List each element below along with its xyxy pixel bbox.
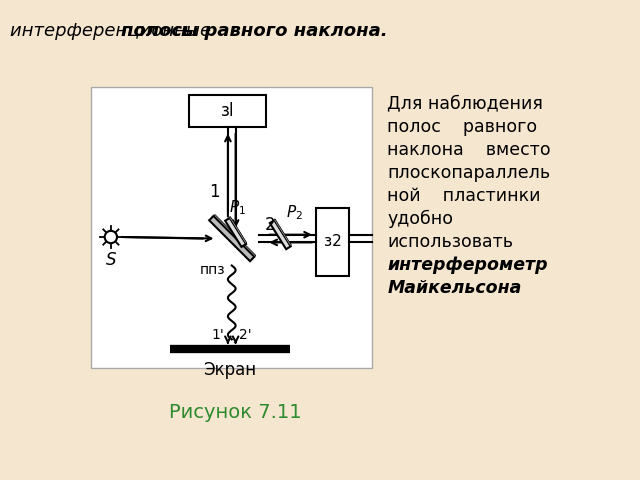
- Text: Для наблюдения: Для наблюдения: [387, 95, 543, 113]
- Text: 2': 2': [239, 328, 252, 342]
- Text: Экран: Экран: [204, 361, 257, 379]
- Text: 1': 1': [211, 328, 224, 342]
- Polygon shape: [214, 215, 256, 256]
- Polygon shape: [225, 218, 246, 247]
- Polygon shape: [270, 220, 291, 249]
- Text: полосы равного наклона.: полосы равного наклона.: [121, 22, 387, 40]
- Text: Майкельсона: Майкельсона: [387, 279, 522, 297]
- Text: ппз: ппз: [200, 263, 225, 277]
- Bar: [316, 208, 349, 276]
- Text: удобно: удобно: [387, 210, 453, 228]
- Polygon shape: [229, 216, 247, 243]
- Text: ной    пластинки: ной пластинки: [387, 187, 541, 205]
- Text: плоскопараллель: плоскопараллель: [387, 164, 550, 182]
- Text: 1: 1: [209, 183, 220, 201]
- Text: полос    равного: полос равного: [387, 118, 538, 136]
- Text: з2: з2: [324, 234, 342, 249]
- Polygon shape: [209, 216, 254, 261]
- Polygon shape: [274, 219, 291, 246]
- Text: интерференционные: интерференционные: [10, 22, 217, 40]
- Text: 2: 2: [265, 216, 276, 234]
- Circle shape: [105, 231, 117, 243]
- Text: Рисунок 7.11: Рисунок 7.11: [170, 403, 302, 421]
- Circle shape: [108, 234, 114, 240]
- Bar: [91, 87, 372, 368]
- Text: использовать: использовать: [387, 233, 513, 251]
- Text: интерферометр: интерферометр: [387, 256, 548, 274]
- Text: зl: зl: [221, 102, 235, 120]
- Text: S: S: [106, 251, 117, 269]
- Text: $P_2$: $P_2$: [285, 204, 303, 223]
- Text: наклона    вместо: наклона вместо: [387, 141, 551, 159]
- Bar: [189, 95, 266, 127]
- Text: $P_1$: $P_1$: [228, 198, 246, 217]
